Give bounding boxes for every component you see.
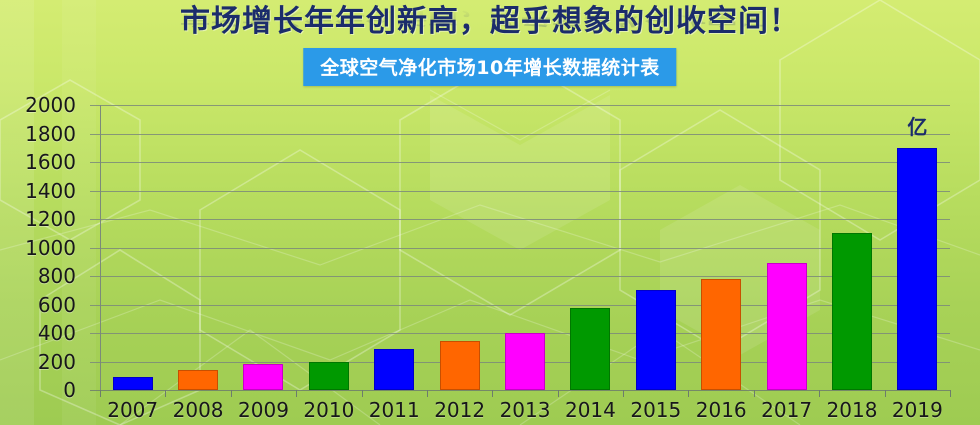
bar-2014: [570, 308, 611, 390]
bar-2015: [635, 289, 676, 390]
y-axis-tick-label: 0: [63, 378, 76, 402]
bar-slot: 亿: [885, 105, 950, 390]
gridline: [90, 276, 950, 277]
x-axis-tick: [492, 390, 494, 397]
bar-slot: [362, 105, 427, 390]
main-title: 市场增长年年创新高，超乎想象的创收空间！: [180, 4, 800, 39]
y-axis-tick-label: 1400: [25, 178, 76, 203]
plot-area: 亿: [100, 105, 950, 390]
gridline: [90, 219, 950, 220]
bar-slot: [558, 105, 623, 390]
gridline: [90, 390, 950, 391]
bar-slot: [754, 105, 819, 390]
x-axis-tick: [230, 390, 232, 397]
y-axis-tick-label: 1200: [25, 207, 76, 231]
y-axis-labels: 2000 1800 1600 1400 1200 1000 800 600 400 200 0: [0, 0, 76, 425]
bar-2012: [439, 340, 480, 390]
x-axis-tick-label: 2009: [238, 398, 289, 422]
unit-annotation: 亿: [907, 114, 928, 139]
gridline: [90, 134, 950, 135]
x-axis-tick-label: 2017: [761, 398, 813, 422]
y-axis-tick-label: 1000: [25, 235, 76, 260]
bar-slot: [689, 105, 754, 390]
y-axis-tick-label: 1600: [25, 150, 76, 174]
bar-slot: [231, 105, 296, 390]
bar-slot: [427, 105, 492, 390]
x-axis-tick-label: 2014: [564, 398, 616, 422]
x-axis-tick: [165, 390, 167, 397]
subtitle-banner: 全球空气净化市场10年增长数据统计表: [303, 48, 677, 86]
x-axis-tick-label: 2015: [630, 398, 682, 422]
bar-slot: [492, 105, 557, 390]
x-axis-tick-label: 2013: [499, 398, 551, 422]
gridline: [90, 191, 950, 192]
bar-2008: [178, 370, 219, 390]
bar-slot: [100, 105, 165, 390]
x-axis-tick: [753, 390, 755, 397]
bar-slot: [623, 105, 688, 390]
bar-slot: [819, 105, 884, 390]
x-axis-tick: [623, 390, 625, 397]
x-axis-tick-label: 2007: [107, 398, 159, 422]
x-axis-tick-label: 2018: [826, 398, 878, 422]
x-axis-labels: 2007 2008 2009 2010 2011 2012 2013 2014 2015 2016…: [100, 398, 950, 422]
bar-2017: [766, 263, 807, 390]
bar-2019: [897, 147, 938, 390]
x-axis-tick-label: 2008: [172, 398, 224, 422]
bar-2007: [112, 377, 153, 390]
y-axis-tick-label: 600: [37, 292, 76, 317]
x-axis-tick: [884, 390, 886, 397]
bar-2010: [308, 362, 349, 390]
x-axis-tick: [819, 390, 821, 397]
x-axis-tick: [296, 390, 298, 397]
bar-2011: [374, 348, 415, 390]
x-axis-tick: [361, 390, 363, 397]
bar-2018: [831, 233, 872, 390]
y-axis-line: [100, 105, 101, 391]
bar-2013: [505, 333, 546, 390]
x-axis-tick: [557, 390, 559, 397]
gridline: [90, 105, 950, 106]
bar-2016: [701, 278, 742, 390]
y-axis-tick-label: 2000: [25, 93, 76, 117]
x-axis-tick: [426, 390, 428, 397]
gridline: [90, 162, 950, 163]
x-axis-tick-label: 2012: [434, 398, 486, 422]
bar-slot: [296, 105, 361, 390]
y-axis-tick-label: 200: [37, 349, 76, 374]
y-axis-tick-label: 1800: [25, 121, 76, 146]
gridline: [90, 305, 950, 306]
x-axis-tick-label: 2010: [303, 398, 355, 422]
x-axis-tick: [100, 390, 101, 397]
x-axis-tick-label: 2016: [695, 398, 747, 422]
gridline: [90, 248, 950, 249]
x-axis-tick-label: 2019: [891, 398, 943, 422]
poster-header: 市场增长年年创新高，超乎想象的创收空间！ 市场增长年年创新高，超乎想象的创收空间…: [0, 0, 980, 92]
y-axis-tick-label: 400: [37, 321, 76, 345]
x-axis-tick: [688, 390, 690, 397]
bar-2009: [243, 363, 284, 390]
bar-slot: [165, 105, 230, 390]
x-axis-tick-label: 2011: [368, 398, 420, 422]
x-axis-tick: [950, 390, 951, 397]
y-axis-tick-label: 800: [37, 264, 76, 288]
